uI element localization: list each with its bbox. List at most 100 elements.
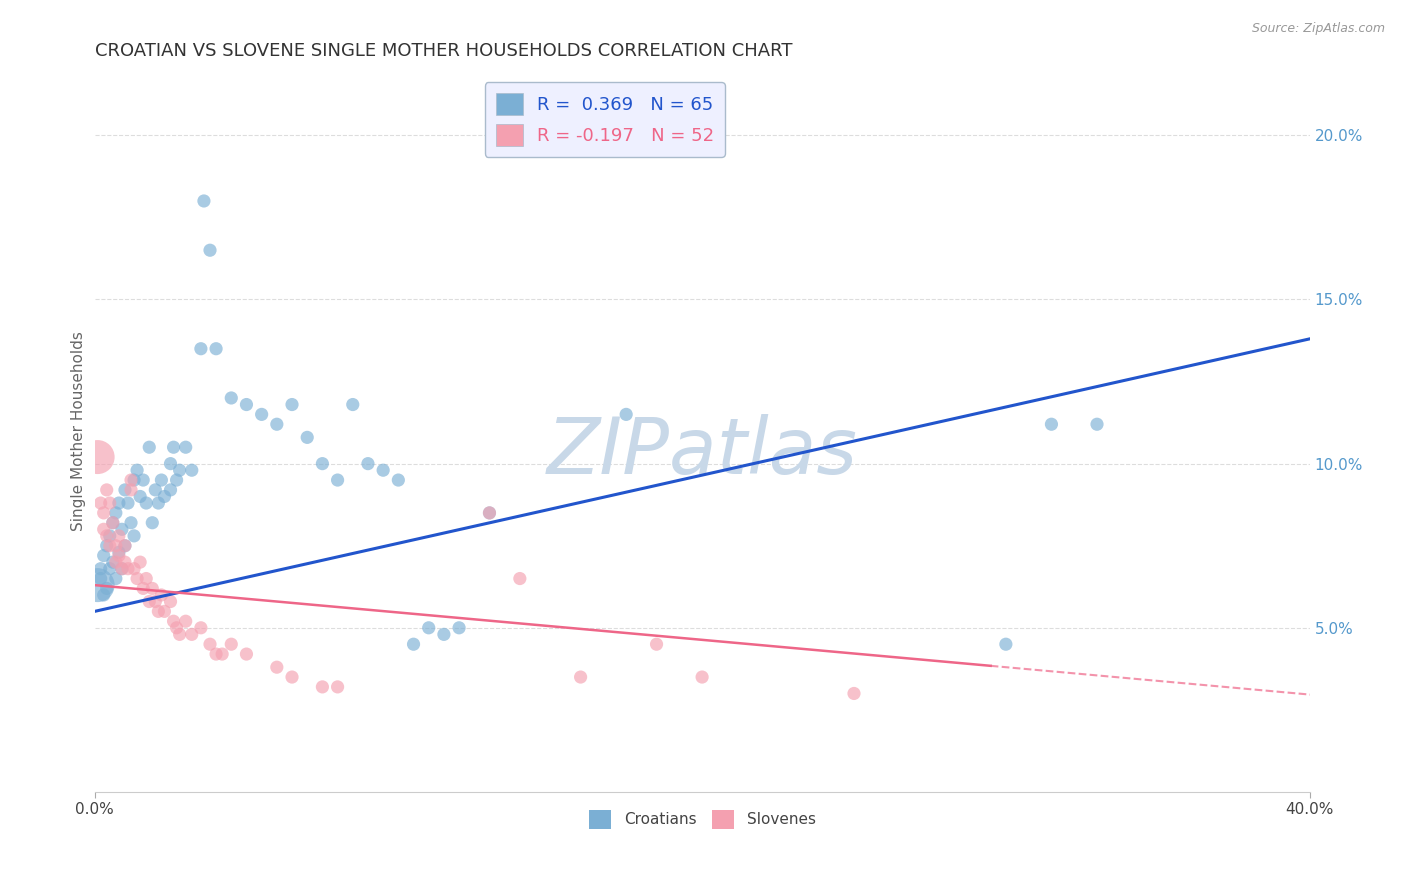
Point: [122, 473, 145, 487]
Point: [205, 342, 228, 356]
Point: [141, 516, 163, 530]
Point: [211, 647, 233, 661]
Point: [311, 457, 333, 471]
Point: [93, 588, 115, 602]
Point: [86, 450, 108, 464]
Point: [180, 463, 202, 477]
Point: [250, 408, 273, 422]
Point: [159, 483, 181, 497]
Point: [96, 582, 118, 596]
Point: [96, 483, 118, 497]
Point: [101, 555, 124, 569]
Point: [645, 637, 668, 651]
Point: [108, 545, 131, 559]
Point: [235, 398, 257, 412]
Point: [122, 529, 145, 543]
Point: [174, 614, 197, 628]
Point: [111, 562, 134, 576]
Point: [111, 562, 134, 576]
Point: [994, 637, 1017, 651]
Point: [117, 562, 139, 576]
Point: [478, 506, 501, 520]
Point: [166, 473, 188, 487]
Point: [326, 473, 349, 487]
Point: [614, 408, 637, 422]
Point: [101, 516, 124, 530]
Point: [266, 660, 288, 674]
Point: [387, 473, 409, 487]
Point: [219, 391, 242, 405]
Point: [342, 398, 364, 412]
Point: [266, 417, 288, 432]
Point: [1085, 417, 1108, 432]
Point: [357, 457, 380, 471]
Point: [198, 637, 221, 651]
Point: [114, 555, 136, 569]
Point: [132, 582, 155, 596]
Point: [111, 522, 134, 536]
Point: [235, 647, 257, 661]
Point: [135, 496, 157, 510]
Point: [418, 621, 440, 635]
Point: [143, 594, 166, 608]
Point: [449, 621, 471, 635]
Point: [86, 578, 108, 592]
Point: [162, 440, 184, 454]
Point: [169, 463, 191, 477]
Point: [433, 627, 456, 641]
Point: [93, 522, 115, 536]
Point: [205, 647, 228, 661]
Point: [842, 686, 865, 700]
Point: [98, 529, 121, 543]
Point: [104, 539, 127, 553]
Point: [193, 194, 215, 208]
Point: [98, 496, 121, 510]
Point: [402, 637, 425, 651]
Point: [478, 506, 501, 520]
Point: [127, 572, 149, 586]
Point: [96, 539, 118, 553]
Point: [219, 637, 242, 651]
Point: [135, 572, 157, 586]
Point: [150, 588, 173, 602]
Point: [148, 496, 170, 510]
Point: [120, 483, 142, 497]
Point: [90, 496, 112, 510]
Text: Source: ZipAtlas.com: Source: ZipAtlas.com: [1251, 22, 1385, 36]
Point: [101, 516, 124, 530]
Point: [114, 483, 136, 497]
Point: [141, 582, 163, 596]
Point: [98, 562, 121, 576]
Point: [1040, 417, 1063, 432]
Point: [159, 457, 181, 471]
Y-axis label: Single Mother Households: Single Mother Households: [72, 331, 86, 531]
Point: [120, 516, 142, 530]
Point: [114, 539, 136, 553]
Point: [295, 430, 318, 444]
Point: [180, 627, 202, 641]
Point: [150, 473, 173, 487]
Point: [104, 572, 127, 586]
Point: [108, 496, 131, 510]
Point: [311, 680, 333, 694]
Point: [114, 539, 136, 553]
Point: [148, 604, 170, 618]
Point: [108, 549, 131, 563]
Point: [190, 342, 212, 356]
Point: [90, 572, 112, 586]
Point: [281, 398, 304, 412]
Point: [129, 490, 152, 504]
Point: [190, 621, 212, 635]
Point: [93, 549, 115, 563]
Text: ZIPatlas: ZIPatlas: [547, 415, 858, 491]
Point: [373, 463, 395, 477]
Point: [120, 473, 142, 487]
Point: [166, 621, 188, 635]
Text: CROATIAN VS SLOVENE SINGLE MOTHER HOUSEHOLDS CORRELATION CHART: CROATIAN VS SLOVENE SINGLE MOTHER HOUSEH…: [94, 42, 792, 60]
Point: [104, 555, 127, 569]
Point: [162, 614, 184, 628]
Point: [132, 473, 155, 487]
Point: [138, 594, 160, 608]
Point: [326, 680, 349, 694]
Point: [127, 463, 149, 477]
